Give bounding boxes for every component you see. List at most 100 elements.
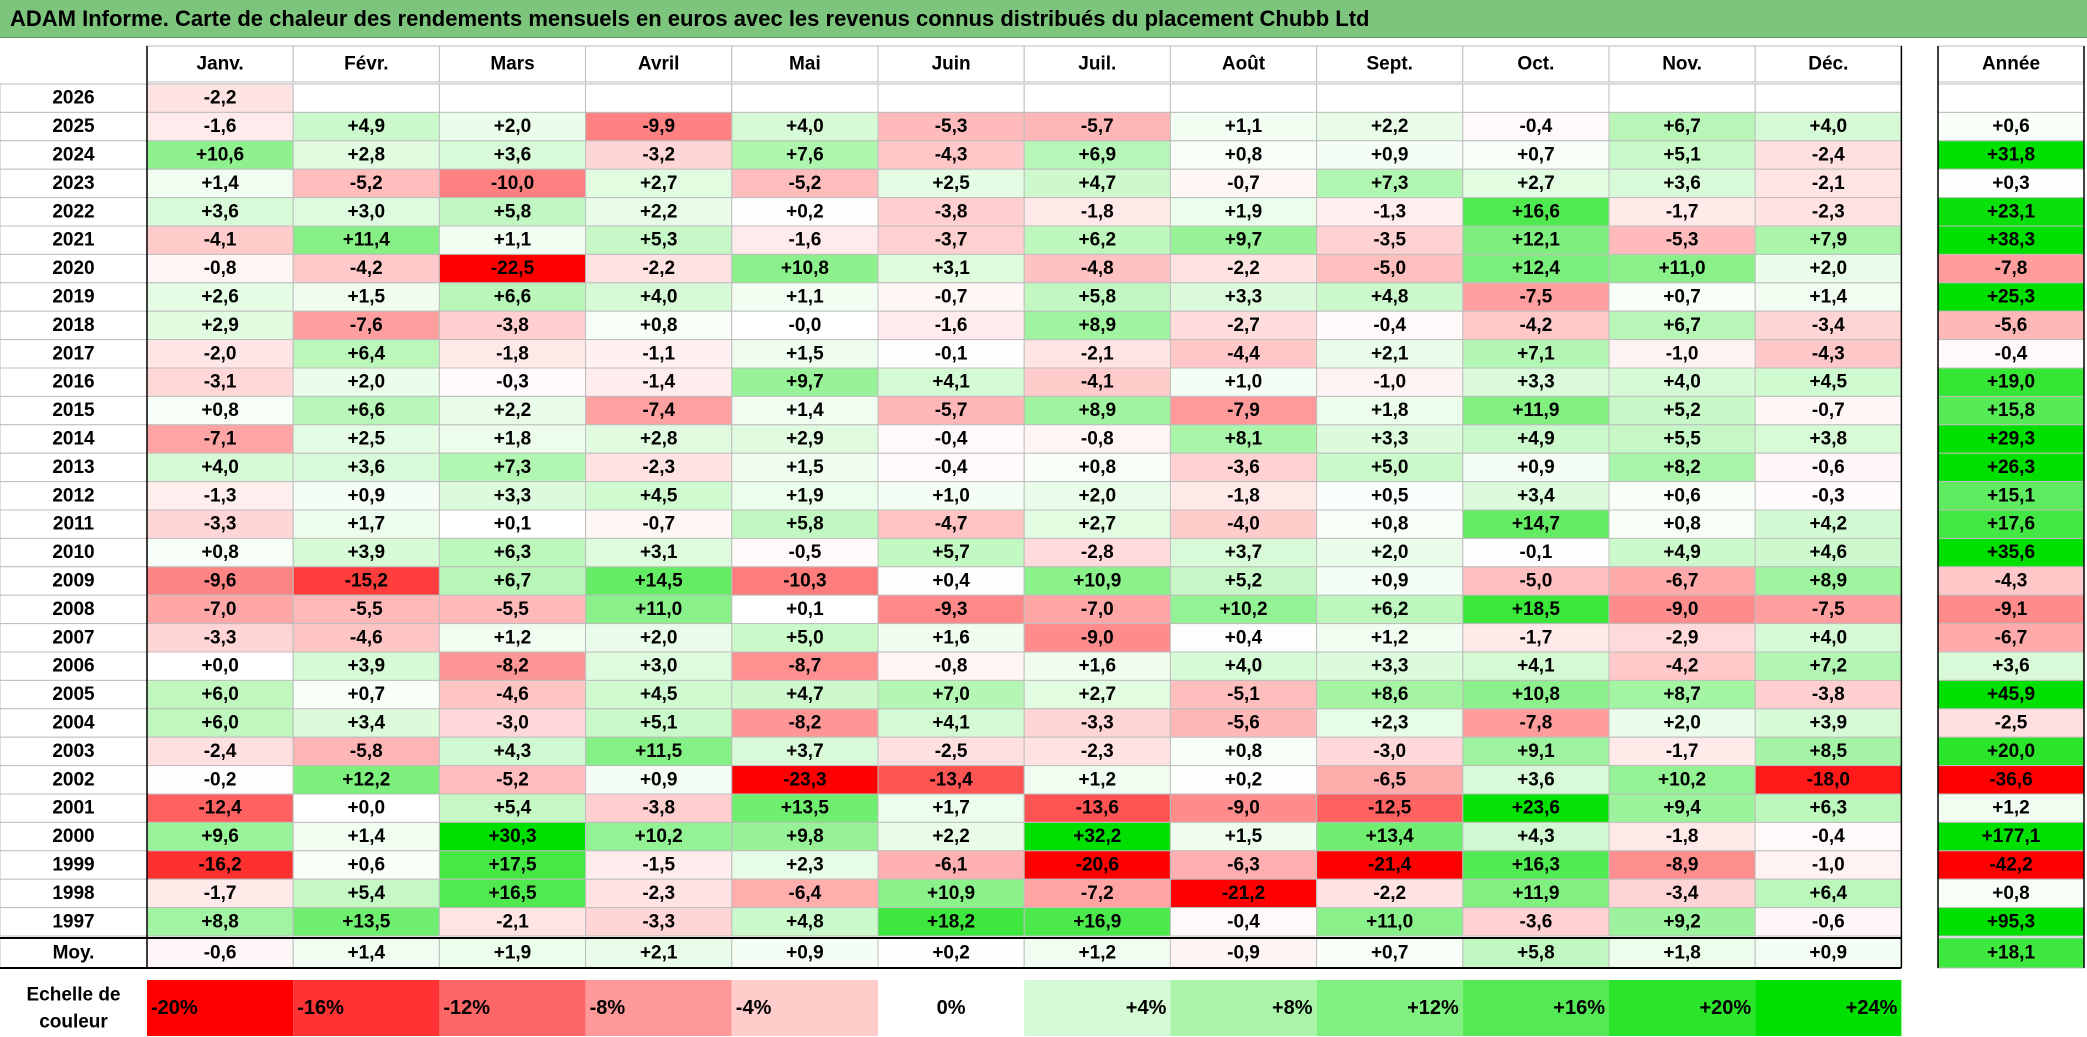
cell-value-2011-4: +5,8 — [786, 514, 824, 535]
cell-value-2000-5: +2,2 — [932, 826, 970, 847]
cell-value-2004-8: +2,3 — [1371, 713, 1409, 734]
cell-value-1997-2: -2,1 — [496, 911, 529, 932]
heatmap-cell-2021-5 — [877, 225, 1025, 255]
heatmap-cell-2024-4 — [731, 140, 879, 170]
year-label-2009: 2009 — [52, 571, 94, 592]
heatmap-cell-2002-8 — [1316, 765, 1464, 795]
annual-value-2005: +45,9 — [1987, 684, 2035, 705]
cell-value-2013-8: +5,0 — [1371, 457, 1409, 478]
average-value-5: +0,2 — [932, 943, 970, 964]
cell-value-2015-4: +1,4 — [786, 400, 824, 421]
year-label-cell — [0, 907, 148, 937]
cell-value-2005-7: -5,1 — [1227, 684, 1260, 705]
cell-value-2025-7: +1,1 — [1225, 116, 1263, 137]
year-label-2004: 2004 — [52, 713, 95, 734]
heatmap-cell-2009-6 — [1023, 566, 1171, 596]
heatmap-cell-2004-2 — [438, 708, 587, 738]
cell-value-2014-11: +3,8 — [1810, 429, 1848, 450]
heatmap-cell-2025-9 — [1462, 111, 1610, 142]
cell-value-2022-5: -3,8 — [935, 201, 968, 222]
annual-value-2000: +177,1 — [1982, 826, 2041, 847]
cell-value-2016-0: -3,1 — [204, 372, 237, 393]
heatmap-cell-2014-5 — [877, 424, 1025, 454]
year-label-cell — [0, 481, 148, 511]
cell-value-2015-3: -7,4 — [642, 400, 675, 421]
heatmap-cell-2014-11 — [1754, 424, 1902, 454]
cell-value-2013-7: -3,6 — [1227, 457, 1260, 478]
cell-value-2002-2: -5,2 — [496, 769, 529, 790]
heatmap-cell-2007-1 — [292, 623, 440, 653]
heatmap-cell-2000-11 — [1754, 821, 1902, 852]
annual-value-2013: +26,3 — [1987, 457, 2035, 478]
cell-value-2003-2: +4,3 — [494, 741, 532, 762]
cell-value-2012-1: +0,9 — [348, 485, 386, 506]
cell-value-2003-11: +8,5 — [1810, 741, 1848, 762]
cell-value-2002-5: -13,4 — [929, 769, 973, 790]
heatmap-cell-2021-7 — [1169, 225, 1318, 255]
column-header-cell — [292, 45, 440, 83]
cell-value-2009-8: +0,9 — [1371, 571, 1409, 592]
heatmap-cell-2002-10 — [1608, 765, 1756, 795]
heatmap-cell-2020-4 — [731, 253, 879, 284]
annual-value-2023: +0,3 — [1992, 173, 2030, 194]
scale-swatch-9 — [1462, 980, 1609, 1036]
cell-value-2000-1: +1,4 — [348, 826, 386, 847]
year-label-2022: 2022 — [52, 201, 94, 222]
annual-value-2002: -36,6 — [1989, 769, 2032, 790]
cell-value-1997-10: +9,2 — [1663, 911, 1701, 932]
cell-value-2018-2: -3,8 — [496, 315, 529, 336]
heatmap-cell-2021-10 — [1608, 225, 1756, 255]
cell-value-2002-10: +10,2 — [1658, 769, 1706, 790]
annual-value-1999: -42,2 — [1989, 855, 2032, 876]
heatmap-cell-2009-1 — [292, 566, 440, 596]
cell-value-2015-9: +11,9 — [1512, 400, 1559, 421]
cell-value-2021-11: +7,9 — [1810, 230, 1848, 251]
heatmap-cell-2019-5 — [877, 282, 1025, 312]
heatmap-cell-2018-2 — [438, 310, 587, 341]
cell-value-2024-4: +7,6 — [786, 145, 824, 166]
annual-cell-2005 — [1937, 679, 2085, 710]
cell-value-2011-11: +4,2 — [1810, 514, 1848, 535]
cell-value-2004-3: +5,1 — [640, 713, 678, 734]
heatmap-cell-2023-2 — [438, 168, 587, 199]
cell-value-2016-9: +3,3 — [1517, 372, 1555, 393]
heatmap-cell-2011-8 — [1316, 509, 1464, 539]
cell-value-2022-10: -1,7 — [1666, 201, 1699, 222]
cell-value-2017-4: +1,5 — [786, 343, 824, 364]
heatmap-cell-2018-4 — [731, 310, 879, 341]
heatmap-cell-2020-11 — [1754, 253, 1902, 284]
cell-value-2010-1: +3,9 — [348, 542, 386, 563]
cell-value-2025-1: +4,9 — [348, 116, 386, 137]
year-label-2019: 2019 — [52, 287, 94, 308]
cell-value-2018-7: -2,7 — [1227, 315, 1260, 336]
cell-value-2020-0: -0,8 — [204, 258, 237, 279]
heatmap-cell-2025-11 — [1754, 111, 1902, 142]
heatmap-cell-2012-10 — [1608, 481, 1756, 511]
column-header-8: Sept. — [1366, 54, 1412, 75]
cell-value-2003-5: -2,5 — [935, 741, 968, 762]
heatmap-cell-1999-3 — [585, 850, 733, 880]
annual-value-2001: +1,2 — [1992, 798, 2030, 819]
scale-label-9: +16% — [1553, 997, 1605, 1019]
column-header-cell — [1023, 45, 1171, 83]
cell-value-1999-4: +2,3 — [786, 855, 824, 876]
heatmap-cell-2023-4 — [731, 168, 879, 199]
cell-value-2010-3: +3,1 — [640, 542, 678, 563]
cell-value-2012-3: +4,5 — [640, 485, 678, 506]
average-cell-1 — [292, 937, 440, 969]
heatmap-cell-2012-7 — [1169, 481, 1318, 511]
heatmap-cell-2005-7 — [1169, 679, 1318, 710]
heatmap-cell-2014-6 — [1023, 424, 1171, 454]
cell-value-1998-5: +10,9 — [927, 883, 975, 904]
heatmap-cell-2006-9 — [1462, 651, 1610, 681]
year-label-cell — [0, 111, 148, 142]
cell-value-2001-0: -12,4 — [198, 798, 242, 819]
cell-value-1998-11: +6,4 — [1810, 883, 1848, 904]
heatmap-cell-1998-10 — [1608, 878, 1756, 909]
cell-value-2025-5: -5,3 — [935, 116, 968, 137]
year-label-1998: 1998 — [52, 883, 94, 904]
cell-value-2023-0: +1,4 — [201, 173, 239, 194]
cell-value-2019-1: +1,5 — [348, 287, 386, 308]
annual-cell-2025 — [1937, 111, 2085, 142]
year-label-cell — [0, 566, 148, 596]
